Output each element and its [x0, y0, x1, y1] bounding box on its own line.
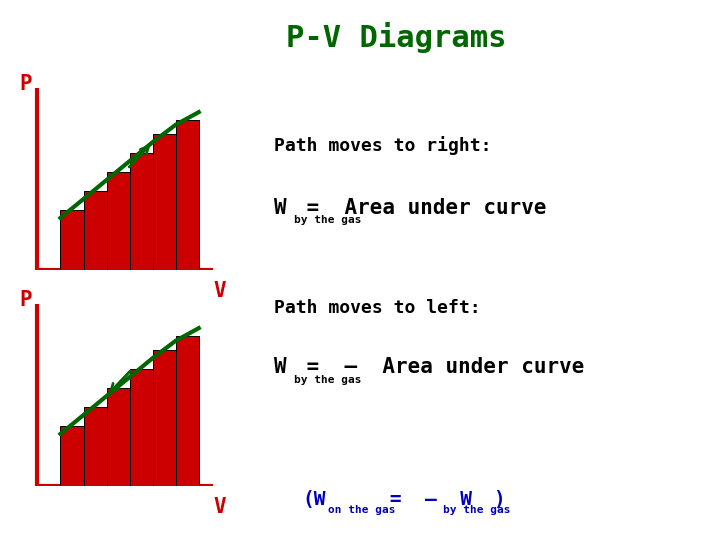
Text: V: V	[213, 280, 226, 301]
Text: W: W	[274, 357, 287, 377]
Text: Path moves to right:: Path moves to right:	[274, 136, 491, 156]
Text: =  –  W: = – W	[378, 490, 472, 509]
Bar	[107, 172, 130, 270]
Bar	[176, 336, 199, 486]
Bar	[107, 388, 130, 486]
Text: (W: (W	[302, 490, 326, 509]
Text: =  –  Area under curve: = – Area under curve	[294, 357, 584, 377]
Text: on the gas: on the gas	[328, 505, 395, 515]
Text: V: V	[213, 496, 226, 517]
Text: =  Area under curve: = Area under curve	[294, 198, 546, 218]
Text: by the gas: by the gas	[294, 375, 361, 384]
Bar	[130, 153, 153, 270]
Text: P: P	[19, 74, 32, 94]
Text: Path moves to left:: Path moves to left:	[274, 299, 480, 317]
Bar	[153, 350, 176, 486]
Text: P-V Diagrams: P-V Diagrams	[286, 22, 506, 52]
Text: ): )	[493, 490, 505, 509]
Text: by the gas: by the gas	[294, 215, 361, 225]
Text: by the gas: by the gas	[443, 505, 510, 515]
Bar	[176, 120, 199, 270]
Bar	[84, 191, 107, 270]
Bar	[84, 407, 107, 486]
Text: P: P	[19, 290, 32, 310]
Bar	[130, 369, 153, 486]
Text: W: W	[274, 198, 287, 218]
Bar	[60, 210, 84, 270]
Bar	[60, 426, 84, 486]
Bar	[153, 134, 176, 270]
